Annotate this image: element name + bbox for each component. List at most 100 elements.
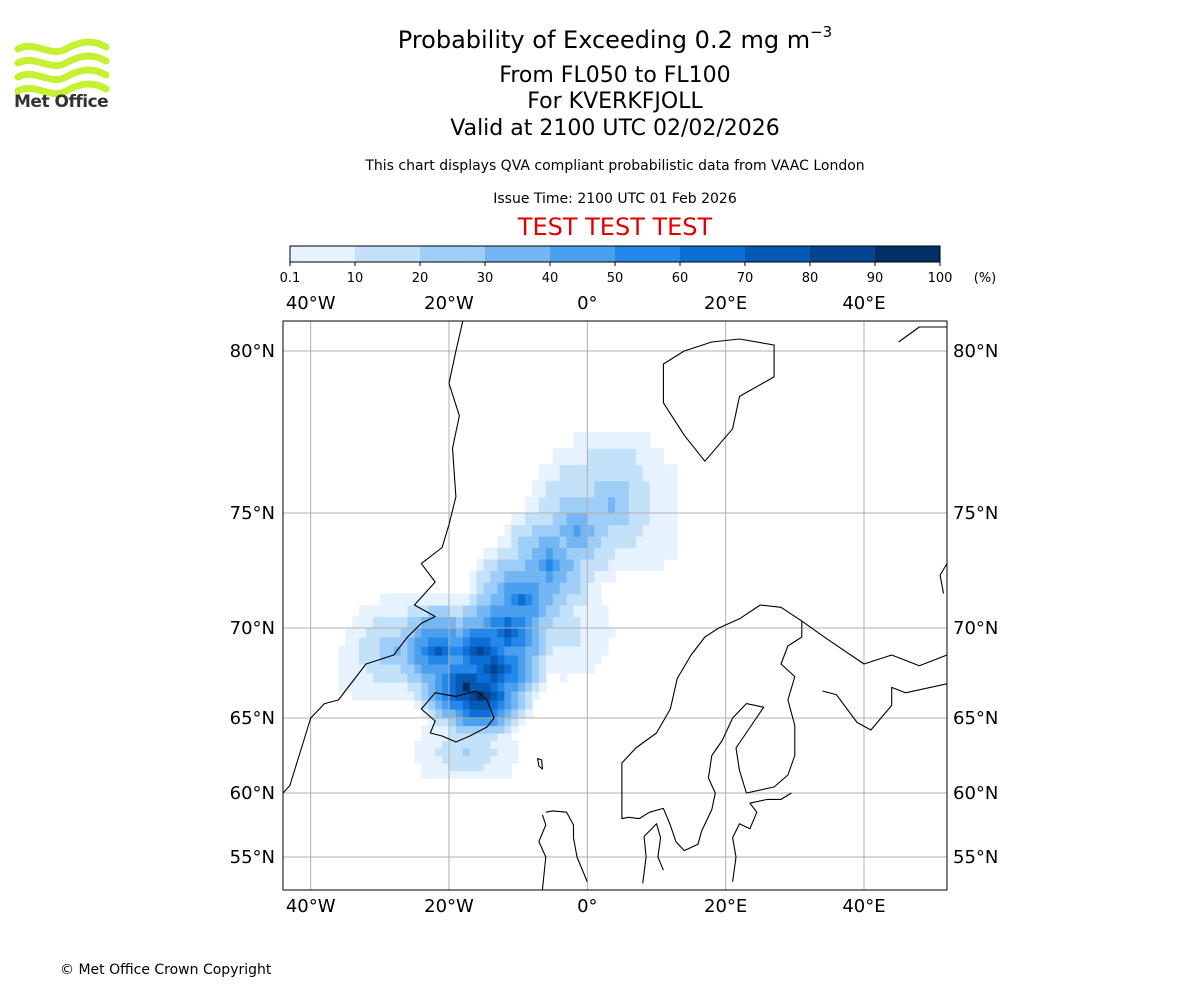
plume-cell <box>587 582 595 595</box>
plume-cell <box>532 637 540 647</box>
plume-cell <box>359 628 367 638</box>
plume-cell <box>649 524 658 537</box>
plume-cell <box>552 513 561 526</box>
volcano-name: For KVERKFJOLL <box>527 89 703 114</box>
plume-cell <box>421 628 429 638</box>
plume-cell <box>545 616 554 629</box>
plume-cell <box>538 513 547 526</box>
plume-cell <box>476 646 485 656</box>
plume-cell <box>525 637 533 647</box>
colorbar-tick-label: 100 <box>928 271 953 286</box>
plume-cell <box>594 464 602 482</box>
plume-cell <box>497 646 505 656</box>
plume-cell <box>615 513 623 526</box>
plume-cell <box>587 464 595 482</box>
plume-cell <box>379 664 388 674</box>
plume-cell <box>532 547 540 560</box>
plume-cell <box>483 682 492 692</box>
plume-cell <box>504 725 512 734</box>
plume-cell <box>476 582 485 595</box>
plume-cell <box>414 616 422 629</box>
coastlines <box>283 321 947 890</box>
plume-cell <box>497 718 505 727</box>
plume-cell <box>552 570 561 583</box>
plume-cell <box>476 700 485 710</box>
plume-cell <box>483 570 492 583</box>
plume-cell <box>483 664 492 674</box>
plume-cell <box>525 664 533 674</box>
plume-cell <box>656 464 665 482</box>
plume-cell <box>545 524 554 537</box>
plume-cell <box>518 628 526 638</box>
plume-cell <box>511 646 519 656</box>
plume-cell <box>372 655 381 665</box>
plume-cell <box>511 691 519 701</box>
plume-cell <box>594 496 602 514</box>
plume-cell <box>573 637 582 647</box>
plume-cell <box>635 547 644 560</box>
plume-cell <box>504 616 512 629</box>
colorbar-unit: (%) <box>974 271 997 286</box>
plume-cell <box>511 559 519 572</box>
plume-cell <box>559 547 568 560</box>
plume-cell <box>414 593 422 606</box>
plume-cell <box>497 748 505 757</box>
plume-cell <box>621 536 630 549</box>
plume-cell <box>469 709 478 719</box>
plume-cell <box>525 691 533 701</box>
kola-coast <box>801 620 947 667</box>
plume-cell <box>421 637 429 647</box>
plume-cell <box>483 748 492 757</box>
plume-cell <box>393 682 402 692</box>
plume-cell <box>435 628 443 638</box>
plume-cell <box>455 605 464 618</box>
lat-label-right: 65°N <box>953 708 998 729</box>
plume-cell <box>504 763 512 772</box>
plume-cell <box>414 637 422 647</box>
plume-cell <box>455 637 464 647</box>
plume-cell <box>621 559 630 572</box>
plume-cell <box>442 682 450 692</box>
map-panel[interactable]: 40°W 40°W 20°W 20°W 0° 0° 20°E 20°E 40°E 40°E 80°N… <box>220 290 1000 930</box>
logo-wave-0 <box>14 38 110 56</box>
baltic-coast <box>732 792 792 882</box>
plume-cell <box>608 628 616 638</box>
plume-cell <box>421 748 429 757</box>
plume-cell <box>359 605 367 618</box>
plume-cell <box>573 559 582 572</box>
plume-cell <box>504 755 512 764</box>
plume-cell <box>386 605 395 618</box>
plume-cell <box>601 616 609 629</box>
plume-cell <box>490 637 499 647</box>
plume-cell <box>615 559 623 572</box>
plume-cell <box>497 655 505 665</box>
colorbar-swatch <box>615 246 681 262</box>
plume-cell <box>594 593 602 606</box>
scandinavia-coast <box>621 604 803 852</box>
plume-cell <box>532 682 540 692</box>
plume-cell <box>559 480 568 498</box>
plume-cell <box>379 616 388 629</box>
plume-cell <box>352 682 360 692</box>
colorbar-tick-label: 30 <box>477 271 494 286</box>
plume-cell <box>532 536 540 549</box>
plume-cell <box>462 770 471 779</box>
plume-cell <box>435 691 443 701</box>
plume-cell <box>642 559 651 572</box>
plume-cell <box>504 593 512 606</box>
plume-cell <box>449 655 457 665</box>
plume-cell <box>601 496 609 514</box>
plume-cell <box>594 605 602 618</box>
plume-cell <box>414 664 422 674</box>
plume-cell <box>552 496 561 514</box>
plume-cell <box>345 646 353 656</box>
plume-cell <box>455 733 464 742</box>
plume-cell <box>483 646 492 656</box>
plume-cell <box>490 673 499 683</box>
plume-cell <box>490 559 499 572</box>
plume-cell <box>670 496 678 514</box>
plume-cell <box>635 513 644 526</box>
plume-cell <box>587 448 595 465</box>
plume-cell <box>525 605 533 618</box>
plume-cell <box>566 496 575 514</box>
